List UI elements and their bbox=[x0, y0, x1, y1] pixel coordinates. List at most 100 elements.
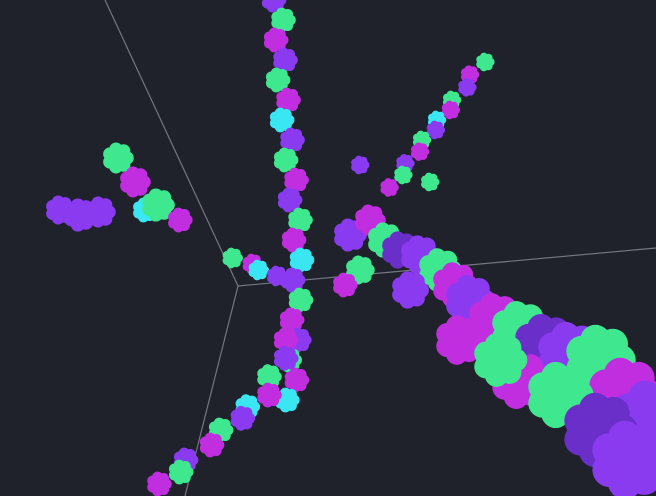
subunit-lobe bbox=[647, 387, 656, 418]
subunit-lobe bbox=[284, 347, 296, 359]
bundle-subunit bbox=[474, 333, 528, 387]
large-bundle-right bbox=[333, 204, 656, 496]
subunit-lobe bbox=[284, 148, 296, 160]
subunit bbox=[269, 107, 295, 133]
subunit-lobe bbox=[368, 206, 383, 220]
subunit-lobe bbox=[291, 268, 303, 280]
subunit-lobe bbox=[404, 155, 413, 164]
subunit bbox=[103, 142, 134, 174]
subunit bbox=[168, 207, 193, 233]
subunit-lobe bbox=[300, 248, 312, 260]
subunit-lobe bbox=[449, 101, 459, 110]
subunit-lobe bbox=[219, 418, 231, 430]
subunit-lobe bbox=[557, 365, 587, 395]
subunit-lobe bbox=[280, 108, 292, 120]
subunit bbox=[222, 247, 243, 269]
subunit bbox=[380, 178, 399, 197]
subunit-lobe bbox=[597, 328, 629, 360]
bundle-subunit bbox=[392, 271, 429, 309]
subunit-lobe bbox=[299, 208, 311, 220]
subunit-lobe bbox=[261, 0, 273, 9]
subunit-lobe bbox=[288, 188, 300, 200]
subunit-lobe bbox=[344, 273, 355, 285]
subunit bbox=[289, 247, 315, 273]
subunit bbox=[351, 155, 370, 175]
subunit-lobe bbox=[184, 448, 196, 460]
subunit bbox=[421, 172, 440, 192]
subunit-lobe bbox=[451, 91, 460, 100]
subunit-lobe bbox=[434, 121, 444, 130]
subunit-lobe bbox=[359, 156, 368, 165]
subunit bbox=[85, 196, 116, 228]
subunit bbox=[230, 405, 256, 431]
subunit bbox=[441, 100, 461, 120]
subunit-lobe bbox=[291, 128, 303, 140]
subunit bbox=[426, 120, 446, 140]
subunit bbox=[275, 387, 300, 413]
bundle-subunit bbox=[346, 255, 375, 285]
subunit-lobe bbox=[179, 460, 191, 472]
subunit bbox=[284, 367, 310, 393]
subunit bbox=[199, 432, 225, 458]
subunit-lobe bbox=[268, 383, 280, 395]
subunit-lobe bbox=[276, 68, 288, 80]
subunit bbox=[142, 188, 175, 222]
subunit-lobe bbox=[179, 208, 190, 220]
subunit-lobe bbox=[98, 198, 113, 212]
subunit-lobe bbox=[358, 257, 372, 270]
subunit-lobe bbox=[116, 144, 131, 158]
subunit bbox=[284, 167, 309, 193]
subunit-lobe bbox=[498, 336, 522, 360]
subunit bbox=[271, 7, 296, 33]
subunit-lobe bbox=[469, 66, 478, 75]
subunit-lobe bbox=[156, 190, 172, 205]
subunit-lobe bbox=[627, 425, 656, 460]
subunit-lobe bbox=[133, 168, 148, 182]
subunit bbox=[273, 345, 299, 371]
subunit-lobe bbox=[231, 248, 241, 258]
subunit bbox=[120, 166, 151, 198]
subunit-lobe bbox=[388, 179, 397, 188]
bundle-subunit bbox=[333, 272, 358, 298]
subunit-lobe bbox=[246, 395, 258, 407]
subunit bbox=[273, 47, 298, 73]
subunit bbox=[273, 147, 299, 173]
bundle-subunit bbox=[436, 315, 486, 365]
subunit-lobe bbox=[299, 288, 311, 300]
subunit bbox=[288, 287, 314, 313]
subunit-lobe bbox=[241, 407, 253, 419]
subunit bbox=[248, 259, 269, 281]
subunit-lobe bbox=[268, 365, 280, 377]
subunit bbox=[476, 52, 495, 72]
subunit-lobe bbox=[286, 388, 297, 400]
subunit-lobe bbox=[408, 273, 425, 290]
subunit bbox=[410, 142, 430, 161]
subunit-lobe bbox=[292, 228, 304, 240]
subunit-lobe bbox=[468, 277, 490, 300]
subunit bbox=[394, 165, 413, 185]
subunit bbox=[458, 78, 477, 97]
subunit bbox=[168, 459, 194, 485]
subunit-lobe bbox=[484, 53, 493, 62]
subunit-lobe bbox=[295, 368, 307, 380]
subunit-lobe bbox=[282, 8, 294, 20]
subunit bbox=[460, 65, 480, 84]
bundle-subunit bbox=[592, 420, 656, 496]
central-vertical-filament bbox=[261, 0, 315, 413]
subunit-lobe bbox=[276, 266, 286, 276]
subunit-lobe bbox=[402, 166, 411, 175]
subunit bbox=[267, 265, 288, 287]
subunit-lobe bbox=[262, 0, 272, 3]
subunit-lobe bbox=[290, 308, 302, 320]
lower-left-branch bbox=[147, 247, 299, 496]
subunit bbox=[265, 67, 291, 93]
subunit bbox=[280, 127, 305, 153]
subunit-lobe bbox=[429, 173, 438, 182]
subunit-lobe bbox=[284, 48, 296, 60]
subunit bbox=[147, 471, 172, 496]
subunit bbox=[257, 364, 282, 390]
subunit bbox=[281, 227, 307, 253]
subunit-lobe bbox=[458, 317, 480, 340]
